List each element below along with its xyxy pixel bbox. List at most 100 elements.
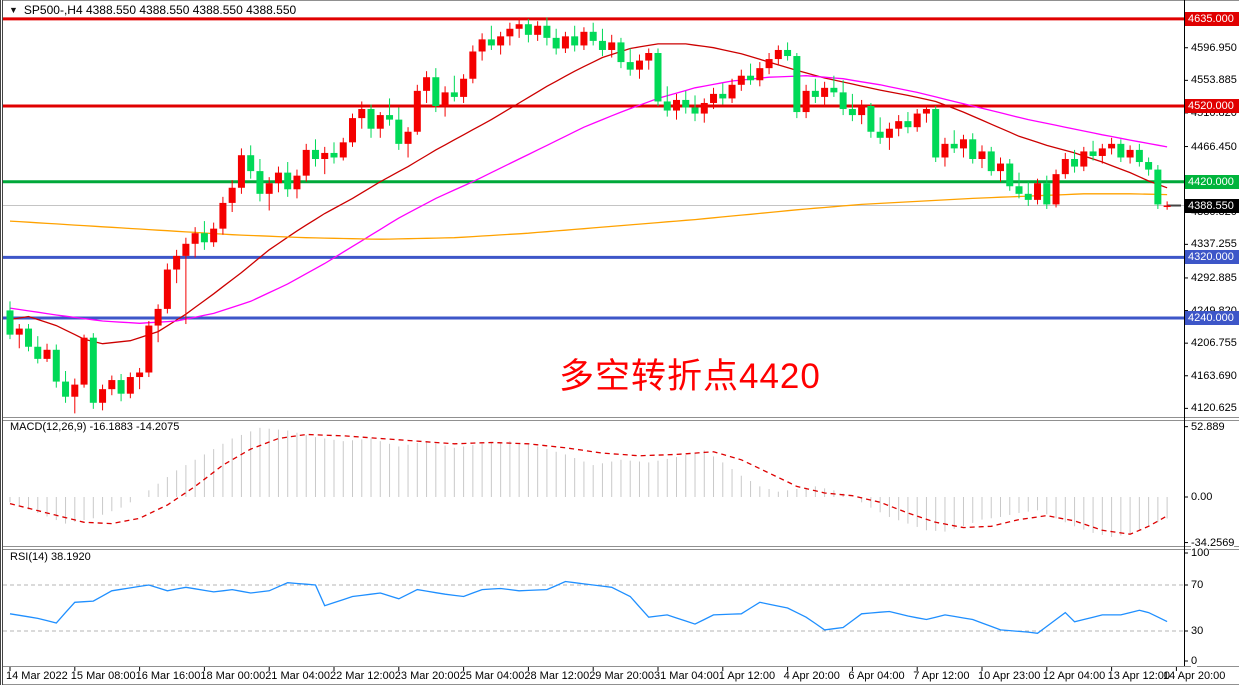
candle-body-bull[interactable] bbox=[219, 202, 227, 229]
candle-body-bull[interactable] bbox=[274, 172, 282, 184]
candle-body-bull[interactable] bbox=[959, 139, 967, 149]
candle-body-bull[interactable] bbox=[173, 255, 181, 270]
candle-body-bear[interactable] bbox=[1006, 163, 1014, 187]
candle-body-bull[interactable] bbox=[645, 53, 653, 61]
candle-body-bear[interactable] bbox=[848, 109, 856, 116]
candle-body-bull[interactable] bbox=[534, 25, 542, 35]
candle-body-bull[interactable] bbox=[302, 149, 310, 176]
candle-body-bull[interactable] bbox=[376, 115, 384, 129]
candle-body-bull[interactable] bbox=[774, 49, 782, 60]
candle-body-bear[interactable] bbox=[1154, 169, 1162, 205]
symbol-dropdown-icon[interactable]: ▼ bbox=[9, 5, 18, 15]
candle-body-bull[interactable] bbox=[1034, 183, 1042, 200]
candle-body-bear[interactable] bbox=[663, 101, 671, 111]
candle-body-bull[interactable] bbox=[1061, 158, 1069, 175]
candle-body-bear[interactable] bbox=[811, 90, 819, 97]
candle-body-bull[interactable] bbox=[737, 75, 745, 85]
candle-body-bull[interactable] bbox=[765, 59, 773, 69]
candle-body-bull[interactable] bbox=[1052, 174, 1060, 205]
candle-body-bull[interactable] bbox=[561, 36, 569, 49]
candle-body-bear[interactable] bbox=[571, 36, 579, 46]
candle-body-bear[interactable] bbox=[256, 171, 264, 194]
candle-body-bull[interactable] bbox=[136, 372, 144, 378]
candle-body-bull[interactable] bbox=[210, 228, 218, 243]
candle-body-bull[interactable] bbox=[182, 243, 190, 256]
candle-body-bear[interactable] bbox=[552, 37, 560, 49]
candle-body-bear[interactable] bbox=[617, 42, 625, 63]
candle-body-bull[interactable] bbox=[1108, 143, 1116, 149]
candle-body-bear[interactable] bbox=[987, 151, 995, 172]
candle-body-bull[interactable] bbox=[497, 36, 505, 46]
candle-body-bull[interactable] bbox=[996, 163, 1004, 172]
candle-body-bear[interactable] bbox=[691, 107, 699, 114]
candle-body-bear[interactable] bbox=[1015, 186, 1023, 194]
candle-body-bull[interactable] bbox=[821, 87, 829, 97]
candle-body-bull[interactable] bbox=[237, 155, 245, 188]
candle-body-bull[interactable] bbox=[423, 77, 431, 91]
candle-body-bull[interactable] bbox=[478, 39, 486, 52]
candle-body-bull[interactable] bbox=[15, 328, 23, 335]
candle-body-bull[interactable] bbox=[1098, 148, 1106, 156]
candle-body-bear[interactable] bbox=[25, 328, 33, 347]
candle-body-bull[interactable] bbox=[710, 93, 718, 103]
candle-body-bull[interactable] bbox=[404, 131, 412, 144]
candle-body-bull[interactable] bbox=[441, 92, 449, 106]
candle-body-bear[interactable] bbox=[598, 40, 606, 50]
chart-canvas[interactable] bbox=[3, 0, 1239, 685]
candle-body-bull[interactable] bbox=[163, 269, 171, 309]
candle-body-bull[interactable] bbox=[580, 31, 588, 46]
candle-body-bull[interactable] bbox=[1163, 205, 1171, 208]
candle-body-bull[interactable] bbox=[700, 102, 708, 114]
candle-body-bull[interactable] bbox=[922, 109, 930, 114]
candle-body-bear[interactable] bbox=[969, 139, 977, 159]
candle-body-bear[interactable] bbox=[1135, 149, 1143, 163]
candle-body-bull[interactable] bbox=[635, 60, 643, 70]
candle-body-bear[interactable] bbox=[367, 109, 375, 129]
candle-body-bull[interactable] bbox=[885, 128, 893, 138]
candle-body-bull[interactable] bbox=[358, 109, 366, 119]
candle-body-bull[interactable] bbox=[608, 42, 616, 50]
candle-body-bull[interactable] bbox=[756, 68, 764, 81]
candle-body-bear[interactable] bbox=[830, 87, 838, 93]
candle-body-bear[interactable] bbox=[117, 380, 125, 394]
candle-body-bear[interactable] bbox=[524, 24, 532, 35]
candle-body-bull[interactable] bbox=[469, 51, 477, 79]
candle-body-bear[interactable] bbox=[247, 155, 255, 172]
candle-body-bull[interactable] bbox=[506, 28, 514, 37]
candle-body-bear[interactable] bbox=[932, 109, 940, 158]
candle-body-bull[interactable] bbox=[941, 143, 949, 158]
candle-body-bear[interactable] bbox=[1071, 158, 1079, 167]
candle-body-bear[interactable] bbox=[793, 56, 801, 113]
candle-body-bear[interactable] bbox=[52, 349, 60, 382]
candle-body-bull[interactable] bbox=[802, 90, 810, 113]
candle-body-bull[interactable] bbox=[145, 325, 153, 373]
candle-body-bull[interactable] bbox=[895, 121, 903, 129]
candle-body-bear[interactable] bbox=[386, 115, 394, 120]
candle-body-bear[interactable] bbox=[450, 92, 458, 97]
candle-body-bear[interactable] bbox=[867, 106, 875, 132]
candle-body-bear[interactable] bbox=[950, 143, 958, 149]
candle-body-bull[interactable] bbox=[339, 142, 347, 158]
candle-body-bear[interactable] bbox=[311, 149, 319, 159]
candle-body-bull[interactable] bbox=[191, 233, 199, 244]
candle-body-bear[interactable] bbox=[747, 75, 755, 81]
candle-body-bear[interactable] bbox=[284, 172, 292, 190]
candle-body-bull[interactable] bbox=[728, 84, 736, 99]
candle-body-bear[interactable] bbox=[330, 152, 338, 158]
candle-body-bull[interactable] bbox=[321, 152, 329, 159]
candle-body-bear[interactable] bbox=[1117, 143, 1125, 158]
candle-body-bull[interactable] bbox=[515, 24, 523, 29]
candle-body-bull[interactable] bbox=[349, 118, 357, 143]
candle-body-bull[interactable] bbox=[858, 106, 866, 116]
candle-body-bear[interactable] bbox=[719, 93, 727, 99]
candle-body-bull[interactable] bbox=[913, 113, 921, 128]
candle-body-bull[interactable] bbox=[460, 78, 468, 97]
candle-body-bear[interactable] bbox=[6, 310, 14, 335]
candle-body-bull[interactable] bbox=[99, 389, 107, 403]
candle-body-bull[interactable] bbox=[265, 183, 273, 194]
candle-body-bear[interactable] bbox=[654, 53, 662, 102]
candle-body-bear[interactable] bbox=[432, 77, 440, 106]
candle-body-bull[interactable] bbox=[71, 384, 79, 397]
candle-body-bull[interactable] bbox=[126, 377, 134, 394]
candle-body-bear[interactable] bbox=[876, 131, 884, 138]
